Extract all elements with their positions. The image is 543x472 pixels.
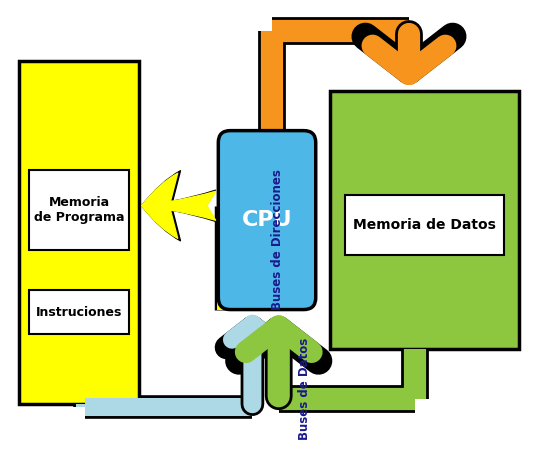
- FancyBboxPatch shape: [218, 131, 315, 310]
- Text: Buses de Direcciones: Buses de Direcciones: [272, 169, 285, 311]
- Text: CPU: CPU: [242, 210, 292, 230]
- Text: Memoria de Datos: Memoria de Datos: [352, 218, 496, 232]
- Bar: [29, 170, 129, 250]
- Bar: [330, 91, 519, 349]
- Bar: [29, 290, 129, 335]
- Text: Instruciones: Instruciones: [36, 305, 122, 319]
- Bar: [20, 61, 139, 404]
- Bar: [345, 195, 503, 255]
- Text: Memoria
de Programa: Memoria de Programa: [34, 196, 124, 224]
- Text: Buses de Datos: Buses de Datos: [298, 338, 311, 440]
